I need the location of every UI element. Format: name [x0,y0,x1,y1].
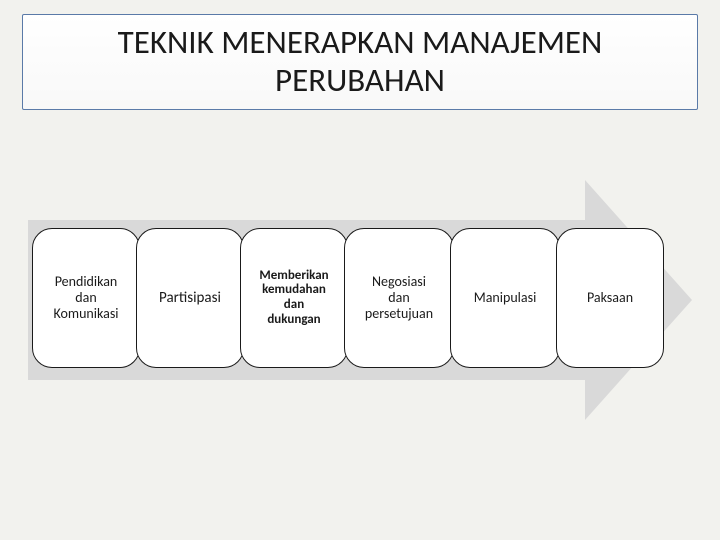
pill-2: Memberikan kemudahan dan dukungan [240,228,348,368]
slide-title: TEKNIK MENERAPKAN MANAJEMEN PERUBAHAN [118,24,603,100]
pill-1: Partisipasi [136,228,244,368]
pill-label-5: Paksaan [587,290,633,306]
title-box: TEKNIK MENERAPKAN MANAJEMEN PERUBAHAN [22,14,698,110]
pill-5: Paksaan [556,228,664,368]
pill-label-1: Partisipasi [159,290,221,307]
pill-label-4: Manipulasi [474,290,537,306]
pill-3: Negosiasi dan persetujuan [344,228,454,368]
pill-label-0: Pendidikan dan Komunikasi [53,274,118,321]
pill-label-2: Memberikan kemudahan dan dukungan [259,269,328,327]
pill-row: Pendidikan dan Komunikasi Partisipasi Memb… [32,228,660,368]
arrow-diagram: Pendidikan dan Komunikasi Partisipasi Memb… [22,170,698,430]
pill-label-3: Negosiasi dan persetujuan [365,274,433,321]
pill-4: Manipulasi [450,228,560,368]
pill-0: Pendidikan dan Komunikasi [32,228,140,368]
